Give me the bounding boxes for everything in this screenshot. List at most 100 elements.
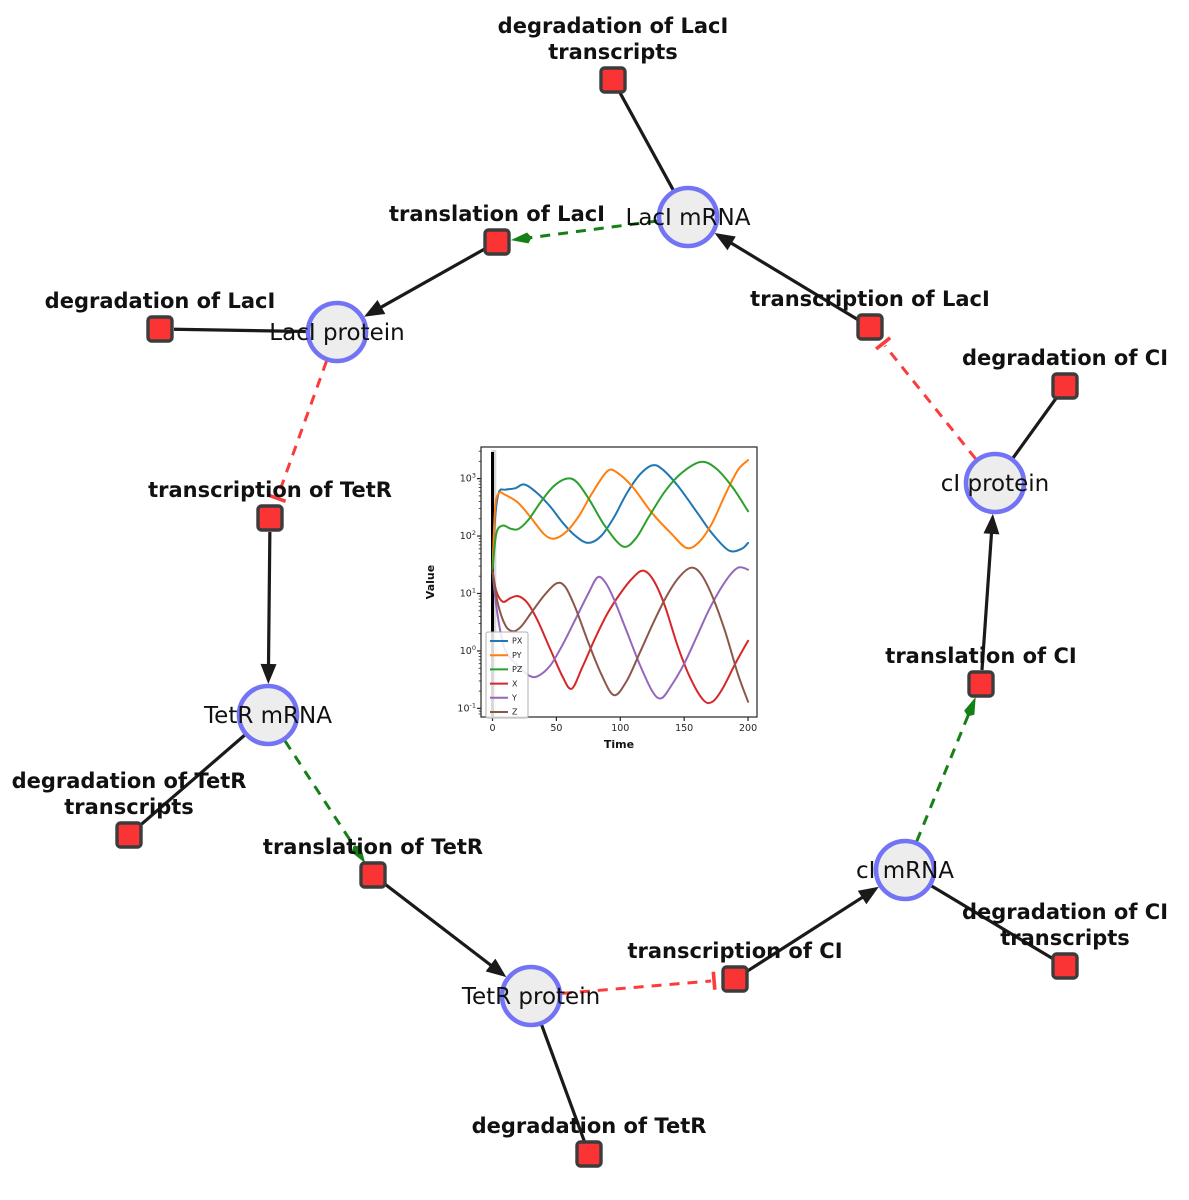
reaction-node-degradation-of-laci[interactable] [146,315,174,343]
reaction-node-degradation-of-tetr[interactable] [575,1140,603,1168]
y-tick-label: 101 [460,586,476,599]
species-label: LacI protein [269,320,404,346]
series-line-PX [491,464,750,572]
x-tick-label: 150 [675,723,693,734]
reaction-node-transcription-of-tetr[interactable] [256,504,284,532]
labels-layer: degradation of LacItranscriptstranslatio… [12,14,1168,1138]
reaction-node-translation-of-ci[interactable] [967,670,995,698]
edge-modifier-ci-mrna-to-translation-of-ci [915,710,972,842]
arrowhead-icon [364,300,386,317]
edge-modifier-laci-mrna-to-translation-of-laci [525,219,658,240]
edge-production-translation-of-ci-to-ci-protein [980,527,994,671]
legend-label: Z [512,708,518,717]
y-tick-label: 100 [460,644,476,657]
edge-consumption-laci-mrna-to-degradation-of-laci-transcripts [618,91,675,191]
reaction-node-translation-of-laci[interactable] [483,228,511,256]
legend-label: Y [511,694,517,703]
axes-frame [480,446,758,718]
reaction-label: translation of CI [885,644,1076,668]
legend-box [485,631,529,719]
nodes-layer [115,66,1079,1168]
species-node-laci-mrna[interactable] [656,185,720,249]
y-tick-label: 102 [460,529,476,542]
species-node-laci-protein[interactable] [305,300,369,364]
legend-label: PY [512,651,522,660]
species-label: LacI mRNA [626,205,751,231]
edge-consumption-ci-protein-to-degradation-of-ci [1011,396,1059,459]
reaction-label: transcripts [548,40,678,64]
reaction-label: translation of LacI [389,202,605,226]
reaction-node-degradation-of-laci-transcripts[interactable] [599,66,627,94]
x-tick-label: 200 [739,723,757,734]
edge-production-transcription-of-tetr-to-tetr-mrna [266,531,272,671]
reaction-label: translation of TetR [263,835,483,859]
species-node-ci-protein[interactable] [963,451,1027,515]
inhibition-tbar-icon [711,971,717,990]
reaction-label: transcription of LacI [750,287,990,311]
edge-modifier-tetr-mrna-to-translation-of-tetr [283,740,359,852]
reaction-label: degradation of TetR [12,769,247,793]
y-tick-label: 103 [460,472,476,485]
legend-label: PX [512,637,523,646]
species-node-tetr-mrna[interactable] [236,683,300,747]
modifier-arrowhead-icon [510,232,532,244]
reaction-label: degradation of CI [962,900,1168,924]
reaction-node-transcription-of-laci[interactable] [856,313,884,341]
reaction-label: degradation of TetR [472,1114,707,1138]
reaction-node-translation-of-tetr[interactable] [359,861,387,889]
species-label: cI mRNA [856,858,954,884]
reaction-node-degradation-of-tetr-transcripts[interactable] [115,821,143,849]
reaction-node-degradation-of-ci[interactable] [1051,372,1079,400]
reaction-label: transcription of TetR [148,478,392,502]
edge-production-translation-of-laci-to-laci-protein [375,247,486,312]
inhibition-tbar-icon [268,493,287,503]
timecourse-inset-chart: 0 50 100 150 200 10-1 100 101 102 103 Time Value PX P… [420,430,770,778]
species-node-ci-mrna[interactable] [873,838,937,902]
species-label: cI protein [941,471,1050,497]
reaction-label: degradation of LacI [498,14,729,38]
edge-inhibition-tetr-protein-to-transcription-of-ci [561,979,712,995]
x-tick-label: 0 [489,723,495,734]
species-label: TetR protein [461,984,600,1010]
legend-label: X [512,679,518,688]
edge-consumption-ci-mrna-to-degradation-of-ci-transcripts [930,884,1054,961]
edge-consumption-tetr-mrna-to-degradation-of-tetr-transcripts [138,734,246,828]
edge-consumption-tetr-protein-to-degradation-of-tetr [540,1024,586,1142]
y-tick-label: 10-1 [457,701,476,714]
x-tick-label: 100 [611,723,629,734]
modifier-arrowhead-icon [351,845,366,864]
series-line-X [491,569,750,705]
series-line-PZ [491,460,750,572]
x-tick-label: 50 [550,723,562,734]
species-label: TetR mRNA [203,703,332,729]
reaction-label: degradation of LacI [45,289,276,313]
series-line-Z [491,566,750,703]
reaction-node-degradation-of-ci-transcripts[interactable] [1051,952,1079,980]
edge-consumption-laci-protein-to-degradation-of-laci [173,327,307,334]
modifier-arrowhead-icon [964,696,976,717]
edge-production-transcription-of-laci-to-laci-mrna [725,238,859,322]
reaction-label: transcription of CI [627,939,842,963]
y-axis-label: Value [424,565,437,599]
edge-inhibition-ci-protein-to-transcription-of-laci [883,344,977,460]
arrowhead-icon [714,233,736,251]
arrowhead-icon [485,958,507,978]
arrowhead-icon [983,513,1000,535]
series-line-PY [491,459,750,572]
x-axis-label: Time [604,738,634,751]
edges-layer [138,91,1059,1142]
inhibition-tbar-icon [874,336,892,351]
edge-production-translation-of-tetr-to-tetr-protein [383,882,497,970]
reaction-node-transcription-of-ci[interactable] [721,965,749,993]
arrowhead-icon [260,663,277,685]
edge-inhibition-laci-protein-to-transcription-of-tetr [276,360,328,496]
chart-background [420,430,770,778]
reaction-label: transcripts [1000,926,1130,950]
edge-production-transcription-of-ci-to-ci-mrna [745,892,868,973]
legend-label: PZ [512,665,523,674]
arrowhead-icon [857,886,879,905]
reaction-label: transcripts [64,795,194,819]
species-node-tetr-protein[interactable] [499,964,563,1028]
